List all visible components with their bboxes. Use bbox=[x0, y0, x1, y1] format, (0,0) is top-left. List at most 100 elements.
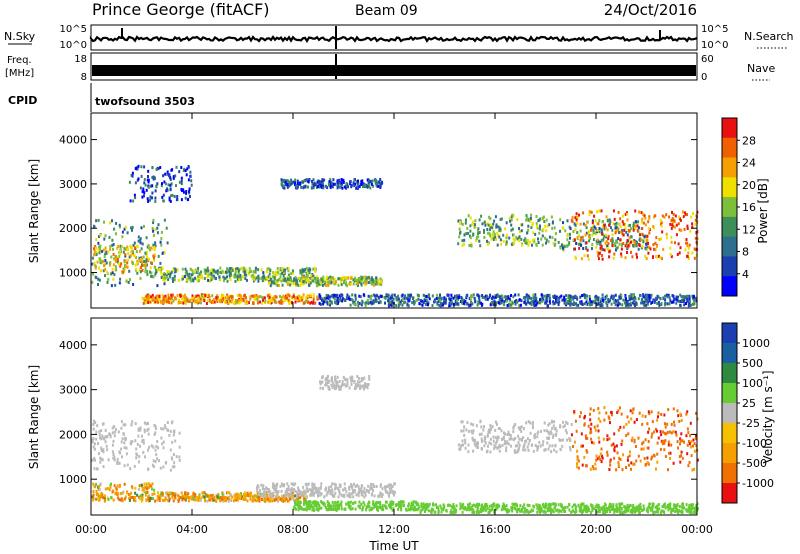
heatmap-cell bbox=[378, 505, 381, 509]
cpid-value: twofsound 3503 bbox=[95, 95, 195, 108]
colorbar-tick-label: 28 bbox=[742, 134, 756, 147]
heatmap-cell bbox=[384, 301, 386, 305]
heatmap-cell bbox=[219, 499, 221, 503]
heatmap-cell bbox=[162, 295, 165, 299]
heatmap-cell bbox=[463, 242, 465, 246]
heatmap-cell bbox=[513, 242, 516, 246]
heatmap-cell bbox=[416, 508, 419, 512]
heatmap-cell bbox=[358, 487, 361, 491]
heatmap-cell bbox=[389, 501, 392, 504]
heatmap-cell bbox=[168, 300, 171, 304]
heatmap-cell bbox=[156, 226, 159, 230]
heatmap-cell bbox=[588, 210, 591, 214]
heatmap-cell bbox=[299, 283, 302, 287]
heatmap-cell bbox=[306, 487, 309, 491]
heatmap-cell bbox=[116, 246, 119, 250]
heatmap-cell bbox=[486, 294, 488, 298]
heatmap-cell bbox=[223, 276, 226, 280]
colorbar-segment bbox=[722, 118, 737, 139]
heatmap-cell bbox=[361, 300, 364, 304]
heatmap-cell bbox=[389, 303, 392, 307]
heatmap-cell bbox=[112, 498, 115, 502]
heatmap-cell bbox=[322, 186, 325, 190]
heatmap-cell bbox=[353, 302, 356, 306]
heatmap-cell bbox=[584, 293, 587, 297]
heatmap-cell bbox=[165, 274, 168, 278]
heatmap-cell bbox=[601, 296, 604, 300]
heatmap-cell bbox=[384, 490, 387, 494]
heatmap-cell bbox=[589, 228, 592, 232]
heatmap-cell bbox=[326, 500, 329, 504]
heatmap-cell bbox=[327, 508, 330, 512]
heatmap-cell bbox=[160, 237, 163, 241]
heatmap-cell bbox=[603, 505, 606, 509]
heatmap-cell bbox=[299, 490, 302, 494]
heatmap-cell bbox=[466, 420, 469, 424]
heatmap-cell bbox=[120, 440, 123, 444]
heatmap-cell bbox=[425, 302, 428, 306]
heatmap-cell bbox=[663, 303, 666, 307]
heatmap-cell bbox=[187, 492, 190, 496]
heatmap-cell bbox=[254, 267, 257, 271]
heatmap-cell bbox=[93, 442, 96, 446]
heatmap-cell bbox=[226, 275, 228, 279]
heatmap-cell bbox=[619, 238, 622, 242]
heatmap-cell bbox=[664, 298, 667, 302]
heatmap-cell bbox=[306, 483, 309, 487]
heatmap-cell bbox=[464, 446, 467, 450]
heatmap-cell bbox=[558, 295, 561, 299]
heatmap-cell bbox=[569, 227, 572, 231]
heatmap-cell bbox=[145, 498, 148, 502]
heatmap-cell bbox=[91, 256, 94, 260]
heatmap-cell bbox=[260, 483, 263, 487]
heatmap-cell bbox=[505, 446, 508, 450]
heatmap-cell bbox=[182, 188, 185, 192]
heatmap-cell bbox=[619, 302, 621, 306]
heatmap-cell bbox=[121, 235, 124, 239]
heatmap-cell bbox=[306, 294, 309, 298]
heatmap-cell bbox=[103, 499, 106, 503]
heatmap-cell bbox=[574, 228, 577, 232]
heatmap-cell bbox=[241, 275, 244, 279]
heatmap-cell bbox=[583, 293, 586, 297]
heatmap-cell bbox=[154, 300, 157, 304]
heatmap-cell bbox=[679, 217, 681, 221]
heatmap-cell bbox=[554, 238, 557, 242]
heatmap-cell bbox=[619, 230, 622, 234]
heatmap-cell bbox=[219, 277, 222, 281]
heatmap-cell bbox=[321, 298, 324, 302]
heatmap-cell bbox=[389, 483, 392, 487]
heatmap-cell bbox=[514, 423, 517, 426]
heatmap-cell bbox=[637, 220, 640, 224]
heatmap-cell bbox=[535, 299, 537, 303]
heatmap-cell bbox=[268, 296, 271, 300]
heatmap-cell bbox=[193, 269, 196, 273]
heatmap-cell bbox=[288, 494, 291, 498]
heatmap-cell bbox=[586, 302, 589, 306]
heatmap-cell bbox=[159, 240, 162, 244]
heatmap-cell bbox=[132, 199, 135, 203]
heatmap-cell bbox=[116, 260, 119, 264]
heatmap-cell bbox=[159, 299, 162, 303]
heatmap-cell bbox=[371, 179, 374, 183]
heatmap-cell bbox=[304, 482, 307, 486]
heatmap-cell bbox=[304, 498, 307, 502]
heatmap-cell bbox=[244, 277, 247, 281]
heatmap-cell bbox=[235, 267, 237, 271]
heatmap-cell bbox=[596, 210, 598, 214]
heatmap-cell bbox=[421, 303, 424, 307]
heatmap-cell bbox=[489, 225, 492, 229]
heatmap-cell bbox=[371, 486, 374, 490]
heatmap-cell bbox=[669, 222, 672, 226]
heatmap-cell bbox=[581, 294, 584, 297]
heatmap-cell bbox=[107, 458, 110, 462]
heatmap-cell bbox=[367, 281, 370, 284]
heatmap-cell bbox=[512, 237, 515, 241]
heatmap-cell bbox=[104, 435, 107, 439]
heatmap-cell bbox=[529, 216, 532, 220]
heatmap-cell bbox=[525, 293, 528, 297]
heatmap-cell bbox=[569, 446, 572, 449]
heatmap-cell bbox=[142, 187, 145, 191]
heatmap-cell bbox=[691, 225, 694, 229]
